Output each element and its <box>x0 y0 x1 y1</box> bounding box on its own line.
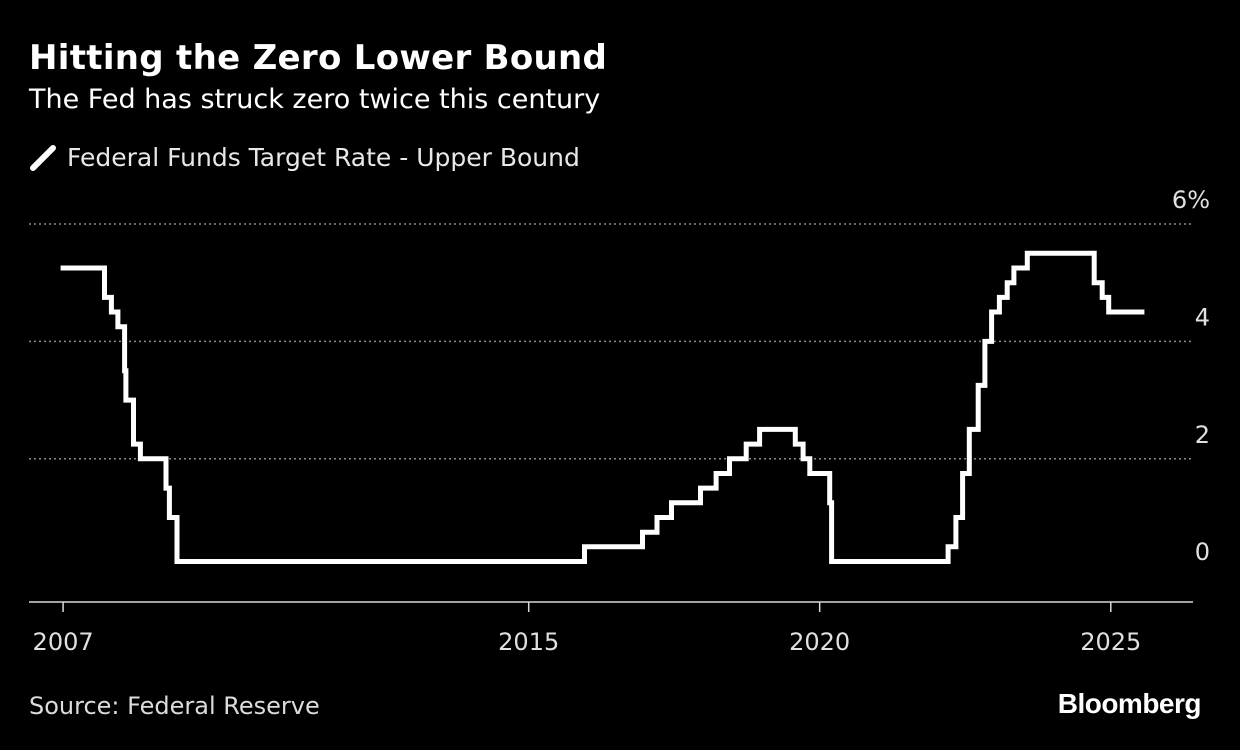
source-note: Source: Federal Reserve <box>29 692 320 720</box>
x-tick-label: 2025 <box>1080 628 1141 656</box>
legend: Federal Funds Target Rate - Upper Bound <box>29 140 580 174</box>
bloomberg-logo: Bloomberg <box>1057 688 1202 719</box>
chart-title: Hitting the Zero Lower Bound <box>29 38 608 78</box>
x-tick-label: 2007 <box>33 628 94 656</box>
y-tick-label: 6% <box>1172 186 1210 214</box>
chart-subtitle: The Fed has struck zero twice this centu… <box>29 84 601 115</box>
y-tick-label: 0 <box>1195 538 1210 566</box>
y-tick-label: 4 <box>1195 303 1210 331</box>
legend-label: Federal Funds Target Rate - Upper Bound <box>67 142 580 172</box>
series-line-fed-funds-upper-bound <box>60 250 1145 564</box>
x-tick-label: 2020 <box>789 628 850 656</box>
legend-line-icon <box>30 145 56 171</box>
x-tick-label: 2015 <box>498 628 559 656</box>
y-tick-label: 2 <box>1195 421 1210 449</box>
